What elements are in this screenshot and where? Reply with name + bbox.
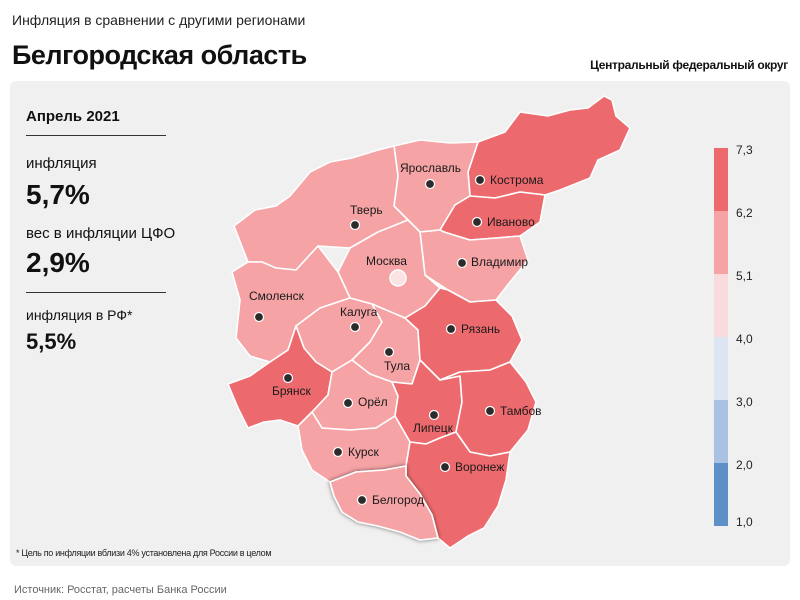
legend-swatch <box>714 337 728 400</box>
city-dot-ryazan <box>445 323 457 335</box>
city-label-vladimir: Владимир <box>471 255 528 269</box>
city-label-kaluga: Калуга <box>340 305 378 319</box>
page-subtitle: Инфляция в сравнении с другими регионами <box>12 12 306 28</box>
city-label-tula: Тула <box>384 359 410 373</box>
weight-value: 2,9% <box>26 247 90 278</box>
city-dot-ivanovo <box>471 216 483 228</box>
city-label-orel: Орёл <box>358 395 388 409</box>
legend-tick: 7,3 <box>736 143 753 157</box>
city-dot-tambov <box>484 405 496 417</box>
city-dot-tula <box>383 346 395 358</box>
city-label-smolensk: Смоленск <box>249 289 305 303</box>
source-note: Источник: Росстат, расчеты Банка России <box>14 584 227 596</box>
city-dot-kursk <box>332 446 344 458</box>
city-dot-tver <box>349 219 361 231</box>
rf-inflation-value: 5,5% <box>26 329 77 354</box>
legend-tick: 5,1 <box>736 269 753 283</box>
weight-label: вес в инфляции ЦФО <box>26 225 176 242</box>
city-label-belgorod: Белгород <box>372 493 424 507</box>
inflation-label: инфляция <box>26 155 97 172</box>
city-dot-orel <box>342 397 354 409</box>
city-dot-lipetsk <box>428 409 440 421</box>
city-label-kostroma: Кострома <box>490 173 544 187</box>
legend-tick: 4,0 <box>736 332 753 346</box>
city-label-moscow: Москва <box>366 254 407 268</box>
district-label: Центральный федеральный округ <box>590 58 788 72</box>
city-label-yaroslavl: Ярославль <box>400 161 461 175</box>
city-dot-bryansk <box>282 372 294 384</box>
legend-swatch <box>714 148 728 211</box>
legend-tick: 1,0 <box>736 515 753 529</box>
city-label-ryazan: Рязань <box>461 322 500 336</box>
period-label: Апрель 2021 <box>26 108 120 125</box>
city-label-ivanovo: Иваново <box>487 215 535 229</box>
legend-tick: 6,2 <box>736 206 753 220</box>
rf-inflation-label: инфляция в РФ* <box>26 307 133 323</box>
city-label-tambov: Тамбов <box>500 404 542 418</box>
city-label-lipetsk: Липецк <box>413 421 454 435</box>
city-dot-voronezh <box>439 461 451 473</box>
legend-tick: 2,0 <box>736 458 753 472</box>
legend-swatch <box>714 274 728 337</box>
legend-tick: 3,0 <box>736 395 753 409</box>
page-title: Белгородская область <box>12 40 307 70</box>
city-dot-yaroslavl <box>424 178 436 190</box>
stats-panel: Апрель 2021 <box>26 108 176 125</box>
city-dot-kostroma <box>474 174 486 186</box>
moscow-marker <box>389 269 407 287</box>
city-dot-kaluga <box>349 321 361 333</box>
city-dot-vladimir <box>456 257 468 269</box>
city-label-bryansk: Брянск <box>272 384 312 398</box>
footnote: * Цель по инфляции вблизи 4% установлена… <box>16 548 272 558</box>
city-label-voronezh: Воронеж <box>455 460 504 474</box>
inflation-value: 5,7% <box>26 179 90 210</box>
divider <box>26 135 166 136</box>
legend-swatch <box>714 211 728 274</box>
legend-swatch <box>714 463 728 526</box>
legend-color-bar <box>714 148 728 526</box>
divider <box>26 292 166 293</box>
city-dot-smolensk <box>253 311 265 323</box>
city-dot-belgorod <box>356 494 368 506</box>
region-belgorod <box>329 465 439 541</box>
city-label-kursk: Курск <box>348 445 380 459</box>
city-label-tver: Тверь <box>350 203 383 217</box>
legend-swatch <box>714 400 728 463</box>
